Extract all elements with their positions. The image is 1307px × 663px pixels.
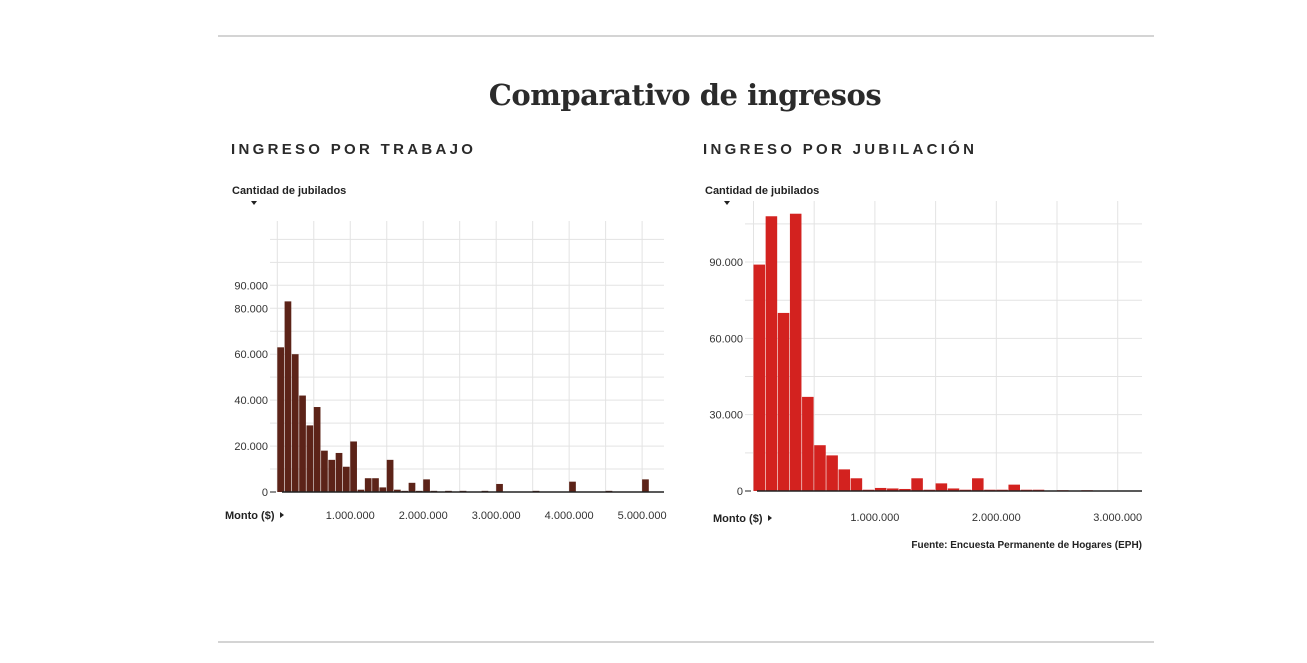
histogram-bar[interactable] [284,301,292,492]
histogram-bar[interactable] [814,445,826,491]
x-tick-label: 4.000.000 [545,510,594,522]
histogram-bar[interactable] [850,478,863,491]
y-tick-label: 80.000 [234,303,268,315]
bottom-divider [218,641,1154,643]
histogram-bar[interactable] [899,488,911,491]
caret-right-icon [768,515,772,521]
histogram-bar[interactable] [328,459,336,492]
y-tick-label: 0 [737,486,743,498]
histogram-bar[interactable] [379,487,387,492]
histogram-bar[interactable] [277,347,284,492]
x-tick-label: 5.000.000 [618,510,667,522]
y-axis-label: Cantidad de jubilados [232,185,346,197]
histogram-bar[interactable] [1008,484,1020,491]
histogram-bar[interactable] [335,452,343,492]
histogram-bar[interactable] [321,450,328,492]
x-tick-label: 2.000.000 [399,510,448,522]
y-tick-label: 20.000 [234,441,268,453]
caret-right-icon [280,512,284,518]
histogram-bar[interactable] [935,483,948,491]
y-tick-label: 90.000 [709,257,743,269]
histogram-bar[interactable] [496,483,503,492]
histogram-bar[interactable] [642,479,649,492]
grid [270,221,664,492]
histogram-bar[interactable] [306,425,314,492]
x-tick-label: 1.000.000 [850,512,899,524]
y-tick-label: 60.000 [234,349,268,361]
page-title: Comparativo de ingresos [488,78,882,112]
histogram-bar[interactable] [887,488,899,491]
histogram-bar[interactable] [313,407,321,492]
histogram-bar[interactable] [408,482,416,492]
histogram-bar[interactable] [826,455,838,491]
histogram-bar[interactable] [372,478,379,492]
histogram-bar[interactable] [838,469,851,491]
chart-title-jubilacion: INGRESO POR JUBILACIÓN [703,141,978,158]
histogram-bar[interactable] [947,488,960,491]
bars [277,301,649,492]
bars [753,213,1093,491]
chart-title-trabajo: INGRESO POR TRABAJO [231,141,477,158]
histogram-bar[interactable] [423,479,430,492]
source-note: Fuente: Encuesta Permanente de Hogares (… [911,540,1142,551]
y-tick-label: 30.000 [709,410,743,422]
histogram-bar[interactable] [874,487,887,491]
histogram-bar[interactable] [972,478,984,491]
histogram-bar[interactable] [569,481,576,492]
histogram-bar[interactable] [394,489,401,492]
histogram-bar[interactable] [364,478,372,492]
histogram-bar[interactable] [802,396,814,491]
histogram-bar[interactable] [299,395,306,492]
histogram-bar[interactable] [765,216,778,491]
histogram-bar[interactable] [342,466,350,492]
histogram-bar[interactable] [357,489,365,492]
histogram-bar[interactable] [789,213,802,491]
top-divider [218,35,1154,37]
x-tick-label: 2.000.000 [972,512,1021,524]
y-tick-label: 40.000 [234,395,268,407]
histogram-bar[interactable] [753,264,766,491]
x-tick-label: 1.000.000 [326,510,375,522]
x-axis-label: Monto ($) [713,513,763,525]
y-axis-label: Cantidad de jubilados [705,185,819,197]
caret-down-icon [251,201,257,205]
x-tick-label: 3.000.000 [472,510,521,522]
y-tick-label: 0 [262,487,268,499]
y-tick-label: 60.000 [709,333,743,345]
histogram-bar[interactable] [386,459,394,492]
histogram-bar[interactable] [911,478,923,491]
histogram-bar[interactable] [350,441,357,492]
histogram-bar[interactable] [291,354,299,492]
y-tick-label: 90.000 [234,280,268,292]
x-tick-label: 3.000.000 [1093,512,1142,524]
histogram-bar[interactable] [777,312,790,491]
caret-down-icon [724,201,730,205]
x-axis-label: Monto ($) [225,510,275,522]
